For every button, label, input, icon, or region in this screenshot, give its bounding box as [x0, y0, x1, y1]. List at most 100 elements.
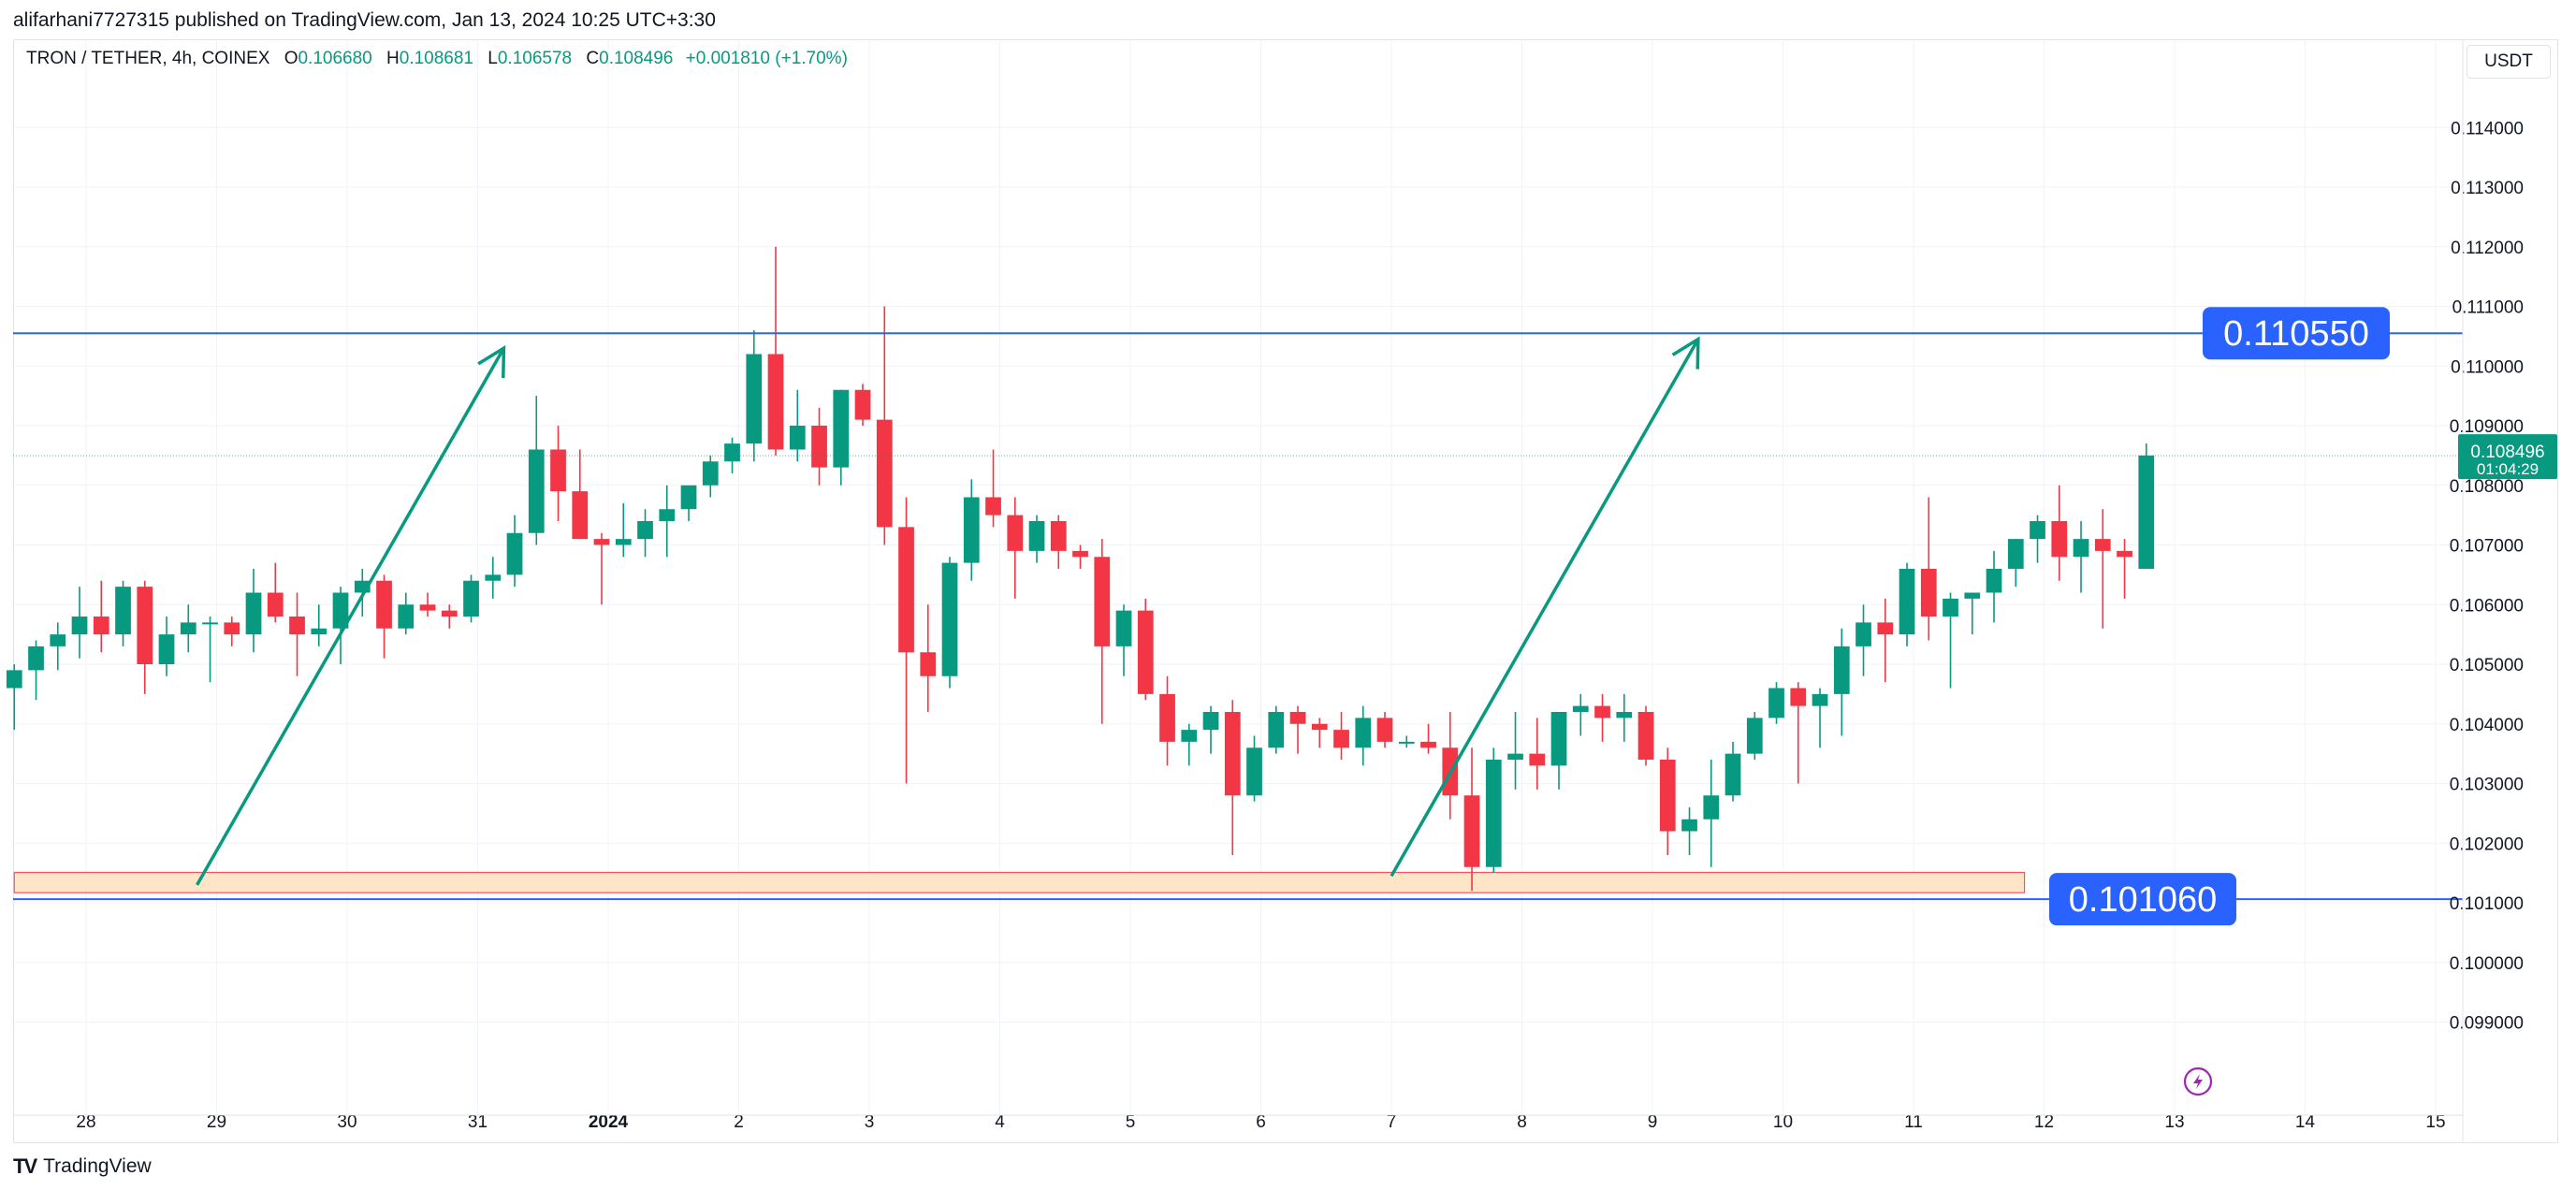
- x-tick-label: 15: [2425, 1112, 2445, 1132]
- candle-body: [1920, 569, 1937, 617]
- candle-body: [876, 419, 893, 528]
- arrow-drawings[interactable]: [196, 336, 1700, 886]
- candle-body: [311, 628, 327, 635]
- support-zone-rect: [13, 871, 2026, 893]
- candle-body: [1181, 730, 1198, 742]
- low-value: 0.106578: [497, 49, 573, 68]
- current-price-text: 0.108496: [2470, 443, 2544, 462]
- open-value: 0.106680: [298, 49, 372, 68]
- x-tick-label: 13: [2164, 1112, 2184, 1132]
- candle-body: [1812, 693, 1828, 706]
- candle-body: [332, 592, 349, 629]
- candle-body: [398, 604, 415, 629]
- candle-body: [1050, 521, 1067, 551]
- candle-body: [1681, 819, 1697, 832]
- y-tick-label: 0.101000: [2450, 894, 2524, 914]
- candle-body: [637, 521, 653, 540]
- price-axis[interactable]: 0.114000 0.113000 0.112000 0.111000 0.110000…: [2450, 39, 2524, 1143]
- candle-body: [1659, 760, 1676, 832]
- candle-body: [1311, 723, 1328, 731]
- candle-body: [6, 670, 22, 689]
- high-label: H: [386, 49, 400, 68]
- candle-body: [1877, 622, 1894, 635]
- candle-body: [550, 449, 566, 492]
- y-tick-label: 0.099000: [2450, 1014, 2524, 1034]
- support-zone[interactable]: [13, 871, 2026, 893]
- open-label: O: [284, 49, 298, 68]
- low-label: L: [488, 49, 498, 68]
- x-tick-label: 30: [337, 1112, 357, 1132]
- brand-name: TradingView: [43, 1155, 152, 1177]
- close-label: C: [586, 49, 600, 68]
- x-tick-label: 6: [1256, 1112, 1266, 1132]
- lightning-icon[interactable]: [2183, 1067, 2213, 1096]
- candle-body: [28, 646, 44, 671]
- candle-body: [267, 592, 284, 617]
- resistance-price-badge: [2203, 307, 2390, 360]
- candle-body: [572, 491, 589, 540]
- candle-body: [93, 617, 109, 635]
- candle-body: [1703, 795, 1720, 820]
- candle-body: [1986, 569, 2002, 593]
- candle-body: [1202, 712, 1219, 731]
- candle-body: [1856, 622, 1871, 646]
- y-tick-label: 0.110000: [2451, 357, 2524, 377]
- candle-body: [463, 580, 479, 617]
- x-tick-label: 2024: [589, 1112, 629, 1132]
- currency-button[interactable]: USDT: [2467, 45, 2551, 79]
- footer-branding[interactable]: TV TradingView: [13, 1154, 152, 1179]
- trend-arrow-line: [1390, 338, 1700, 878]
- candle-body: [50, 634, 66, 646]
- candle-body: [158, 634, 175, 664]
- x-tick-label: 9: [1648, 1112, 1658, 1132]
- candle-body: [289, 617, 305, 635]
- x-tick-label: 12: [2034, 1112, 2054, 1132]
- x-tick-label: 14: [2295, 1112, 2316, 1132]
- candle-body: [441, 610, 458, 617]
- y-tick-label: 0.102000: [2450, 834, 2524, 854]
- candle-body: [2138, 455, 2155, 569]
- x-tick-label: 7: [1387, 1112, 1397, 1132]
- x-tick-label: 29: [207, 1112, 226, 1132]
- candle-body: [833, 389, 850, 468]
- symbol-name: TRON / TETHER, 4h, COINEX: [26, 49, 270, 68]
- candle-body: [1246, 747, 1262, 796]
- candle-body: [1485, 760, 1502, 867]
- candle-body: [702, 461, 719, 486]
- candle-body: [1420, 741, 1436, 748]
- candle-body: [1833, 646, 1850, 694]
- high-value: 0.108681: [399, 49, 473, 68]
- candle-body: [1899, 569, 1915, 635]
- symbol-legend: TRON / TETHER, 4h, COINEX O0.106680 H0.1…: [26, 49, 848, 69]
- candle-body: [1507, 753, 1523, 760]
- candle-body: [2051, 521, 2068, 558]
- resistance-price-text: 0.110550: [2223, 314, 2369, 354]
- candle-body: [920, 652, 937, 676]
- candle-body: [202, 622, 218, 625]
- candle-body: [1637, 712, 1654, 760]
- x-tick-label: 28: [76, 1112, 95, 1132]
- close-value: 0.108496: [599, 49, 674, 68]
- y-tick-label: 0.111000: [2452, 298, 2524, 318]
- candle-body: [1398, 741, 1415, 744]
- x-tick-label: 2: [734, 1112, 744, 1132]
- candle-body: [1376, 718, 1393, 742]
- y-tick-label: 0.113000: [2451, 179, 2524, 198]
- x-tick-label: 4: [995, 1112, 1005, 1132]
- candle-body: [724, 443, 740, 462]
- x-tick-label: 5: [1126, 1112, 1136, 1132]
- candle-body: [1159, 693, 1175, 742]
- candle-body: [1746, 718, 1763, 754]
- candle-body: [2117, 550, 2132, 558]
- countdown-text: 01:04:29: [2477, 460, 2539, 478]
- candle-body: [1572, 705, 1589, 712]
- y-tick-label: 0.103000: [2450, 776, 2524, 795]
- candle-body: [1137, 610, 1154, 694]
- arrow-head-icon: [477, 344, 506, 379]
- candle-body: [1550, 712, 1567, 766]
- chart-frame: [13, 39, 2558, 1143]
- candle-body: [811, 426, 827, 468]
- candle-body: [115, 587, 131, 635]
- time-axis[interactable]: 28 29 30 31 2024 2 3 4 5 6 7 8 9 10 11 12 13 14 15: [13, 1112, 2463, 1132]
